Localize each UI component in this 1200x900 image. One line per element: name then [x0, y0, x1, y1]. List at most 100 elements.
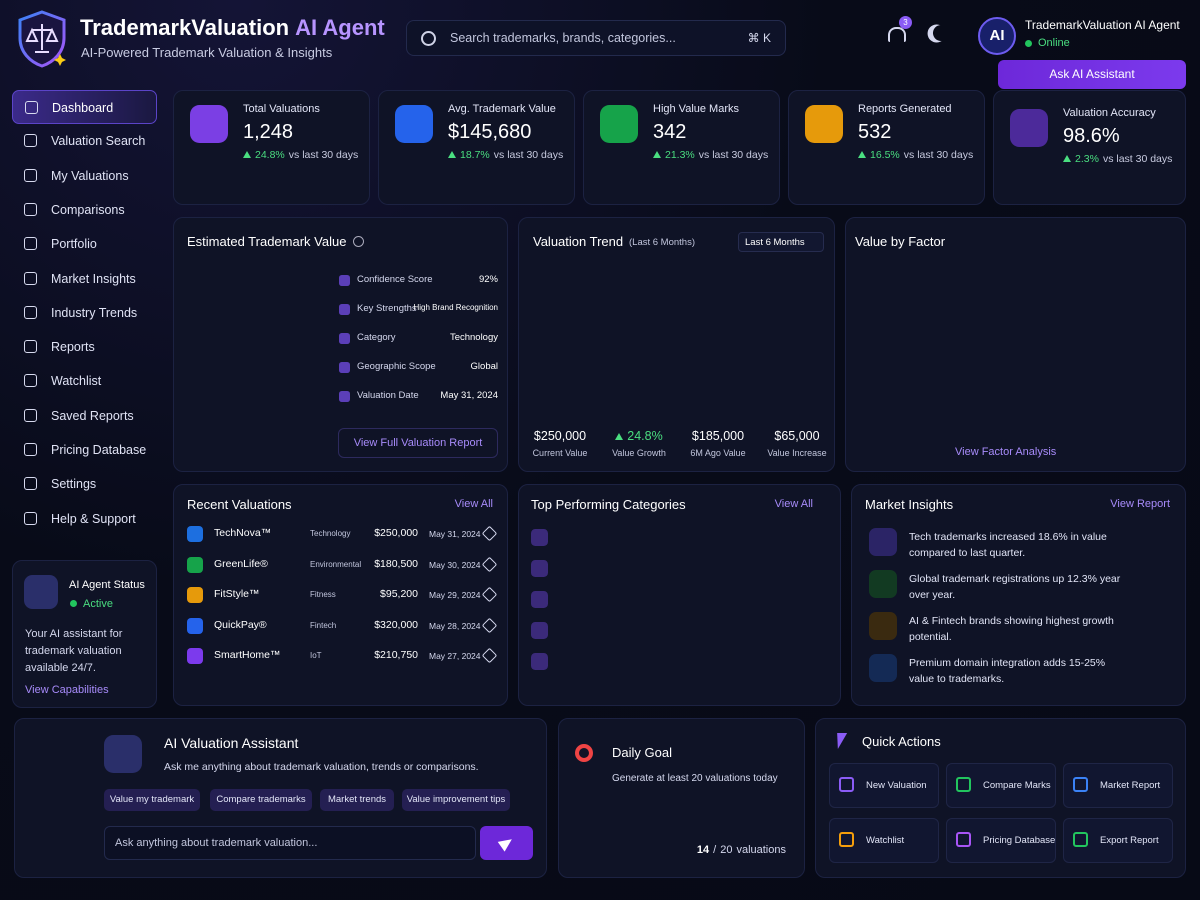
- link[interactable]: View Factor Analysis: [955, 446, 1057, 458]
- avatar[interactable]: AI: [978, 17, 1016, 55]
- nav-item[interactable]: Reports: [12, 330, 157, 364]
- quick-action[interactable]: New Valuation: [829, 763, 939, 808]
- brand-category: Fitness: [310, 590, 336, 600]
- stat-change: 2.3% vs last 30 days: [1063, 153, 1172, 165]
- change-value: 21.3%: [665, 149, 695, 161]
- goal-card: [558, 718, 805, 878]
- card-title: Quick Actions: [862, 734, 941, 749]
- action-label: New Valuation: [866, 780, 927, 791]
- app-title: TrademarkValuation AI Agent: [80, 15, 385, 41]
- stat-value: 1,248: [243, 121, 294, 143]
- brand-name: SmartHome™: [214, 649, 281, 662]
- action-icon: [839, 832, 854, 847]
- report-button[interactable]: View Full Valuation Report: [338, 428, 498, 458]
- change-note: vs last 30 days: [1102, 153, 1173, 165]
- brand-name: FitStyle™: [214, 588, 260, 601]
- search-placeholder: Search trademarks, brands, categories...: [450, 31, 676, 45]
- nav-item[interactable]: Help & Support: [12, 502, 157, 536]
- theme-toggle[interactable]: [931, 23, 952, 44]
- category-icon: [531, 560, 548, 577]
- nav-icon: [24, 305, 37, 319]
- goal-text: Generate at least 20 valuations today: [612, 773, 778, 784]
- summary-label: 6M Ago Value: [690, 448, 746, 458]
- link[interactable]: View Capabilities: [25, 684, 109, 696]
- send-icon: [497, 834, 516, 852]
- link[interactable]: View All: [454, 498, 493, 510]
- brand-date: May 29, 2024: [429, 590, 481, 601]
- nav-label: Saved Reports: [51, 408, 134, 423]
- search-box[interactable]: Search trademarks, brands, categories...…: [406, 20, 786, 56]
- assistant-subtitle: Ask me anything about trademark valuatio…: [164, 761, 479, 773]
- stat-icon: [805, 105, 843, 143]
- brand-icon: [187, 526, 203, 542]
- suggestion-chip[interactable]: Value my trademark: [104, 789, 200, 811]
- quick-action[interactable]: Compare Marks: [946, 763, 1056, 808]
- notification-badge: 3: [899, 16, 912, 29]
- nav-item[interactable]: Pricing Database: [12, 433, 157, 467]
- action-icon: [839, 777, 854, 792]
- app-subtitle: AI-Powered Trademark Valuation & Insight…: [81, 45, 333, 60]
- nav-item[interactable]: Portfolio: [12, 227, 157, 261]
- chart-title: Valuation Trend: [533, 234, 624, 249]
- nav-icon: [24, 477, 37, 491]
- summary-value: $185,000: [691, 429, 745, 443]
- brand-category: Environmental: [310, 559, 362, 569]
- nav-item[interactable]: Saved Reports: [12, 399, 157, 433]
- summary-label: Value Growth: [612, 448, 666, 458]
- summary-value: $250,000: [533, 429, 587, 443]
- chat-input[interactable]: Ask anything about trademark valuation..…: [104, 826, 476, 860]
- nav-item[interactable]: Market Insights: [12, 262, 157, 296]
- nav-label: Reports: [51, 340, 95, 355]
- nav-item[interactable]: Valuation Search: [12, 124, 157, 158]
- nav-item[interactable]: Comparisons: [12, 193, 157, 227]
- insights-card: [851, 484, 1186, 706]
- action-icon: [956, 777, 971, 792]
- suggestion-chip[interactable]: Compare trademarks: [210, 789, 312, 811]
- brand-category: IoT: [310, 651, 322, 661]
- link[interactable]: View All: [774, 498, 813, 510]
- brand-date: May 30, 2024: [429, 559, 481, 570]
- nav-icon: [24, 271, 37, 285]
- suggestion-chip[interactable]: Market trends: [320, 789, 394, 811]
- nav-item[interactable]: Dashboard: [12, 90, 157, 124]
- brand-category: Fintech: [310, 620, 337, 630]
- quick-action[interactable]: Pricing Database: [946, 818, 1056, 863]
- quick-action[interactable]: Market Report: [1063, 763, 1173, 808]
- detail-label: Key Strengths: [357, 303, 417, 314]
- brand-value: $320,000: [374, 618, 418, 631]
- insight-icon: [869, 570, 897, 598]
- brand-icon: [187, 648, 203, 665]
- robot-icon: [24, 575, 58, 609]
- brand-name: QuickPay®: [214, 618, 267, 631]
- status-title: AI Agent Status: [69, 579, 145, 591]
- range-dropdown[interactable]: Last 6 Months: [738, 232, 824, 252]
- nav-icon: [24, 374, 37, 388]
- nav-label: Portfolio: [51, 237, 97, 252]
- suggestion-chip[interactable]: Value improvement tips: [402, 789, 510, 811]
- nav-label: Industry Trends: [51, 305, 138, 320]
- brand-value: $210,750: [374, 649, 418, 662]
- stat-change: 21.3% vs last 30 days: [653, 149, 768, 161]
- ask-ai-button[interactable]: Ask AI Assistant: [998, 60, 1186, 89]
- quick-action[interactable]: Watchlist: [829, 818, 939, 863]
- nav-item[interactable]: Industry Trends: [12, 296, 157, 330]
- bell[interactable]: [888, 27, 906, 42]
- nav-item[interactable]: Settings: [12, 467, 157, 501]
- link[interactable]: View Report: [1110, 498, 1170, 510]
- nav-label: Dashboard: [52, 101, 114, 115]
- up-arrow: [1063, 155, 1071, 162]
- detail-label: Confidence Score: [357, 274, 433, 285]
- stat-icon: [1010, 109, 1048, 147]
- status-dot: [1025, 40, 1032, 47]
- nav-item[interactable]: Watchlist: [12, 364, 157, 398]
- stat-value: 532: [858, 121, 892, 143]
- stat-label: High Value Marks: [653, 103, 739, 115]
- summary-value: $65,000: [774, 429, 820, 443]
- change-value: 18.7%: [460, 149, 490, 161]
- send-button[interactable]: [480, 826, 533, 860]
- nav-item[interactable]: My Valuations: [12, 159, 157, 193]
- brand-value: $95,200: [380, 588, 418, 601]
- nav-icon: [24, 408, 37, 422]
- quick-action[interactable]: Export Report: [1063, 818, 1173, 863]
